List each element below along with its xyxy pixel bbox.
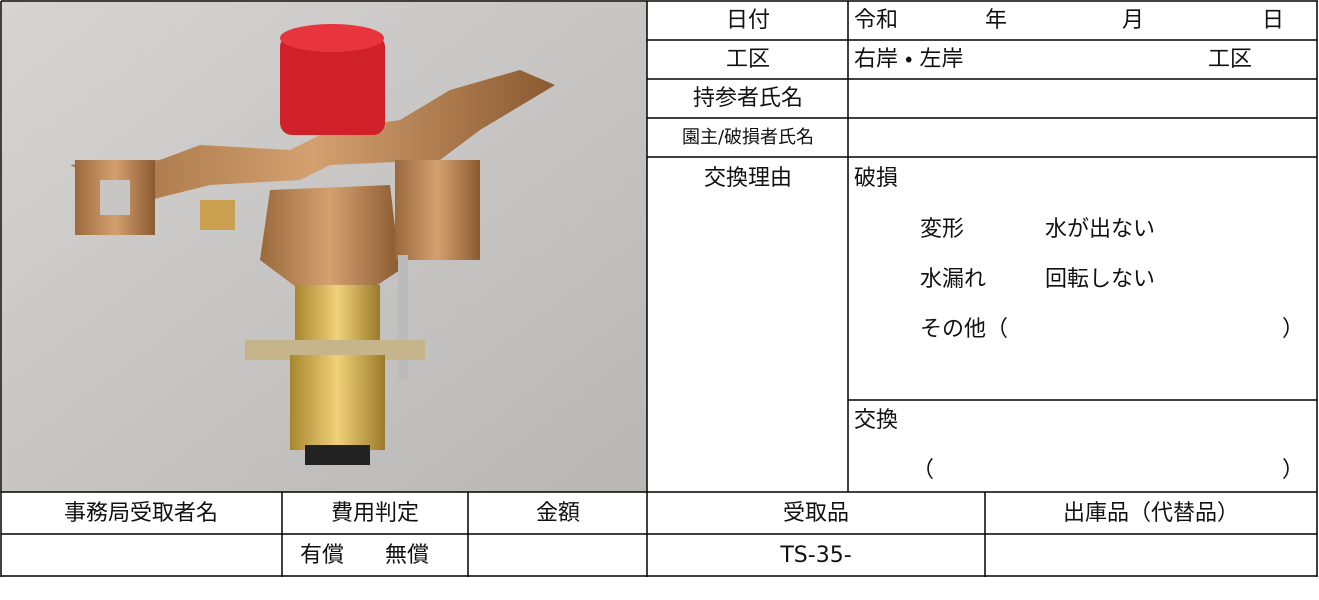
header: 出庫品（代替品） [1063, 501, 1239, 526]
header: 金額 [536, 501, 580, 526]
option: その他（ [920, 317, 1008, 342]
option: 水が出ない [1045, 217, 1155, 242]
option: 交換 [854, 408, 898, 433]
header: 受取品 [783, 501, 849, 526]
value: 令和 [854, 8, 898, 33]
value: 日 [1262, 8, 1284, 33]
header: 費用判定 [331, 501, 419, 526]
label: 日付 [726, 8, 770, 33]
value: 右岸 ・ 左岸 [854, 47, 963, 72]
header: 事務局受取者名 [64, 501, 218, 526]
option: 回転しない [1045, 267, 1155, 292]
product-photo [2, 2, 647, 492]
label: 園主/破損者氏名 [682, 127, 814, 148]
option: 無償 [385, 543, 429, 568]
option: 水漏れ [920, 267, 986, 292]
option: ） [1282, 317, 1304, 342]
value: TS-35- [779, 543, 851, 568]
option: 破損 [854, 166, 898, 191]
option: 変形 [920, 217, 964, 242]
option: （ [912, 458, 934, 483]
value: 月 [1122, 8, 1144, 33]
label: 持参者氏名 [693, 86, 803, 111]
label: 交換理由 [704, 166, 792, 191]
grid [0, 0, 1318, 577]
value: 年 [985, 8, 1007, 33]
option: 有償 [300, 543, 344, 568]
label: 工区 [726, 47, 770, 72]
value: 工区 [1208, 47, 1252, 72]
option: ） [1282, 458, 1304, 483]
